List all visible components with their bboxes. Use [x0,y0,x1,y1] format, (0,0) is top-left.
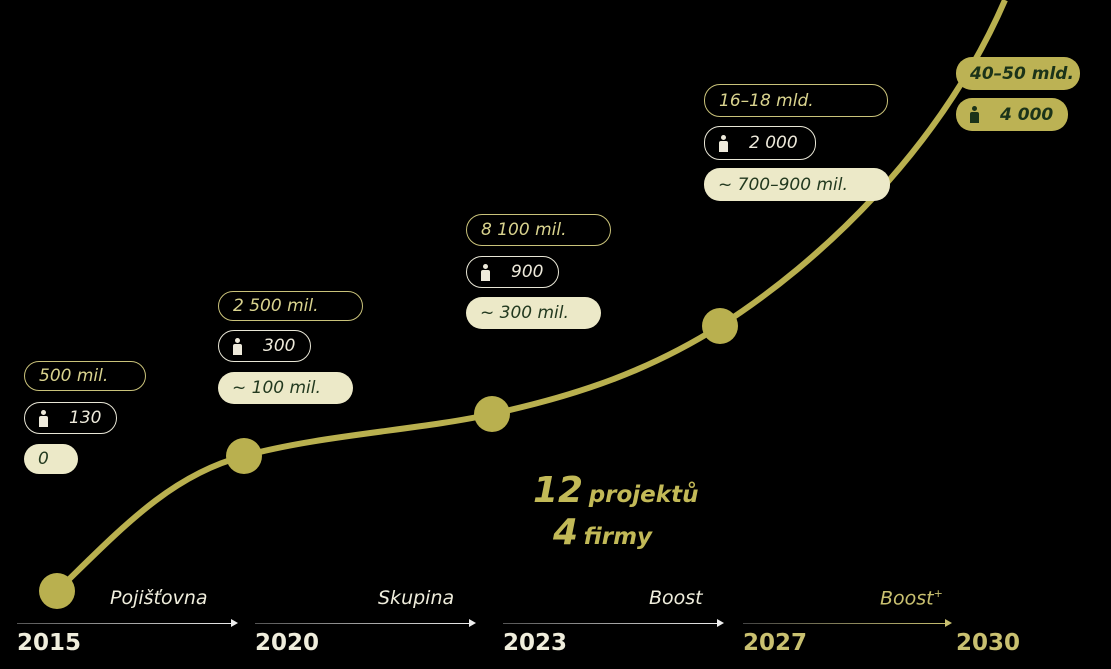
profit-value: ~ 300 mil. [480,303,569,323]
person-icon [39,409,48,427]
phase-label: Pojišťovna [110,587,208,609]
revenue-2020: 2 500 mil. [218,291,363,321]
revenue-value: 40–50 mld. [970,63,1074,84]
phase-superscript: + [933,587,943,600]
employees-2015: 130 [24,402,117,434]
projects-label: projektů [588,482,699,508]
employees-value: 4 000 [1000,104,1054,125]
person-icon [970,106,979,123]
employees-value: 900 [511,262,544,282]
employees-2023: 900 [466,256,559,288]
revenue-value: 2 500 mil. [233,296,319,316]
phase-name: Boost [880,587,934,610]
year-label: 2020 [255,630,320,656]
revenue-value: 16–18 mld. [719,90,814,111]
projects-count: 12 projektů [533,470,698,511]
employees-2027: 2 000 [704,126,816,160]
revenue-2030: 40–50 mld. [956,57,1080,90]
person-icon [233,337,242,355]
profit-2027: ~ 700–900 mil. [704,168,890,201]
timeline-arrow [503,619,724,627]
person-icon [481,263,490,281]
year-label: 2027 [743,630,808,656]
phase-label: Skupina [378,587,455,609]
firms-count: 4 firmy [553,512,652,553]
projects-number: 12 [533,470,584,511]
employees-value: 2 000 [749,133,798,153]
employees-value: 300 [263,336,296,356]
year-label: 2015 [17,630,82,656]
profit-value: ~ 100 mil. [232,378,321,398]
milestone-dot-2015 [39,573,75,609]
employees-2030: 4 000 [956,98,1068,131]
year-label: 2030 [956,630,1021,656]
firms-label: firmy [583,524,653,550]
milestone-dot-2027 [702,308,738,344]
milestone-dot-2023 [474,396,510,432]
employees-value: 130 [69,408,102,428]
profit-value: ~ 700–900 mil. [718,174,848,195]
phase-label: Boost [649,587,703,609]
revenue-2027: 16–18 mld. [704,84,888,117]
timeline-arrow [255,619,476,627]
revenue-value: 8 100 mil. [481,220,567,240]
profit-2023: ~ 300 mil. [466,297,601,329]
revenue-2023: 8 100 mil. [466,214,611,246]
timeline-arrow [17,619,238,627]
profit-value: 0 [38,449,49,469]
profit-2015: 0 [24,444,78,474]
phase-label: Boost+ [880,587,943,609]
year-label: 2023 [503,630,568,656]
timeline-arrow [743,619,952,627]
employees-2020: 300 [218,330,311,362]
firms-number: 4 [553,512,579,553]
person-icon [719,134,728,152]
profit-2020: ~ 100 mil. [218,372,353,404]
revenue-value: 500 mil. [39,366,109,386]
milestone-dot-2020 [226,438,262,474]
revenue-2015: 500 mil. [24,361,146,391]
